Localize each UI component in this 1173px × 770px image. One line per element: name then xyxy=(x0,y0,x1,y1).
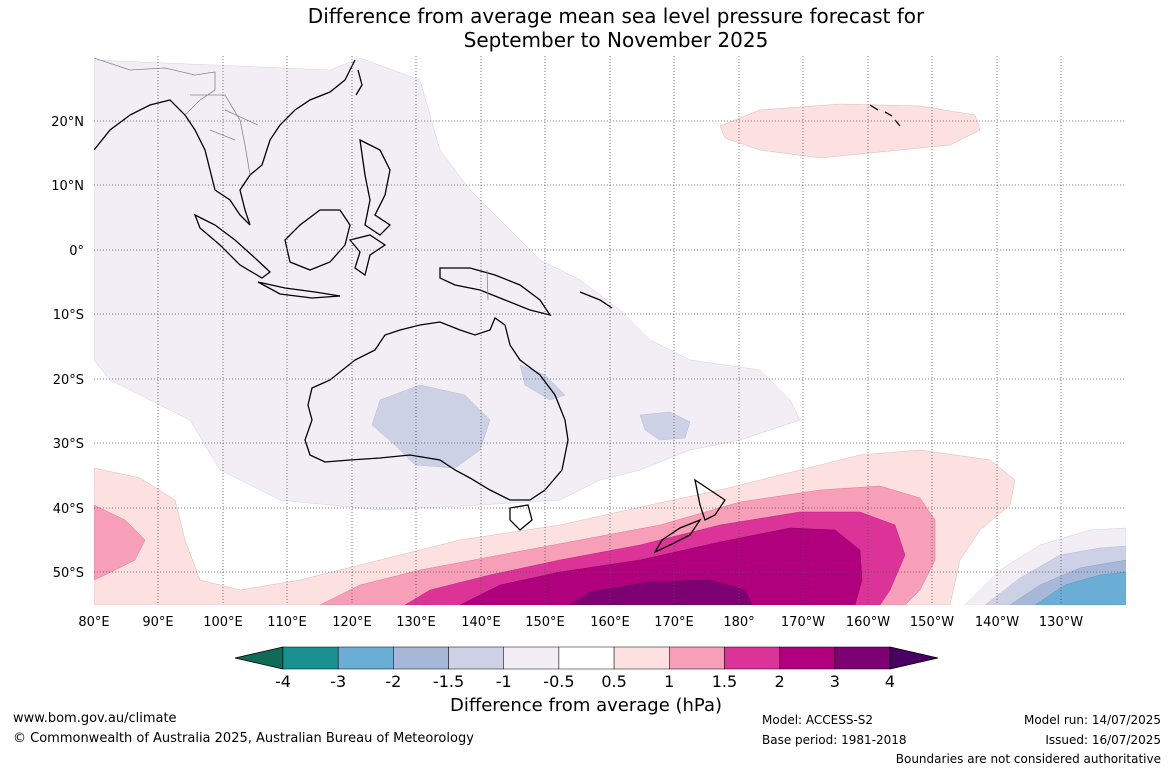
mainland-asia-coastline xyxy=(94,59,356,226)
colorbar-tick-label: -4 xyxy=(275,672,291,691)
colorbar-segment xyxy=(724,646,780,670)
latitude-labels: 20°N 10°N 0° 10°S 20°S 30°S 40°S 50°S xyxy=(51,115,84,581)
footer-model-run: Model run: 14/07/2025 xyxy=(1023,713,1161,727)
map-title: Difference from average mean sea level p… xyxy=(0,4,1173,52)
png-border xyxy=(486,269,489,301)
footer-issued: Issued: 16/07/2025 xyxy=(1045,733,1161,747)
graticule xyxy=(94,56,1126,605)
colorbar-tick-label: 0.5 xyxy=(601,672,626,691)
colorbar-tick-label: 4 xyxy=(885,672,895,691)
colorbar-left-arrow xyxy=(234,646,284,670)
lon-label: 180° xyxy=(723,615,754,630)
lon-label: 160°E xyxy=(590,615,630,630)
anomaly-region-negative-mid-tasman xyxy=(639,411,691,441)
title-line-1: Difference from average mean sea level p… xyxy=(307,4,925,28)
colorbar-tick-label: -3 xyxy=(330,672,346,691)
colorbar-tick-label: 1.5 xyxy=(712,672,737,691)
borneo-coastline xyxy=(284,209,351,271)
colorbar-segment xyxy=(613,646,670,670)
lat-label: 10°N xyxy=(51,179,84,194)
lon-label: 150°W xyxy=(910,615,954,630)
lat-label: 30°S xyxy=(53,437,84,452)
lon-label: 150°E xyxy=(525,615,565,630)
footer-model: Model: ACCESS-S2 xyxy=(762,713,874,727)
lon-label: 140°W xyxy=(975,615,1019,630)
colorbar-segment xyxy=(337,646,394,670)
colorbar-tick-label: -0.5 xyxy=(543,672,574,691)
colorbar-tick-label: 3 xyxy=(830,672,840,691)
lon-label: 110°E xyxy=(267,615,307,630)
title-line-2: September to November 2025 xyxy=(463,28,769,52)
new-zealand-north-island-coastline xyxy=(694,478,726,521)
australia-coastline xyxy=(304,317,569,501)
footer-copyright: © Commonwealth of Australia 2025, Austra… xyxy=(13,731,474,746)
colorbar-tick-label: -2 xyxy=(385,672,401,691)
country-borders xyxy=(94,57,489,301)
lon-label: 130°E xyxy=(396,615,436,630)
colorbar-segment xyxy=(282,646,339,670)
anomaly-region-negative-southeast-strong xyxy=(1034,571,1126,605)
longitude-labels: 80°E 90°E 100°E 110°E 120°E 130°E 140°E … xyxy=(78,615,1083,630)
colorbar-tick-labels: -4 -3 -2 -1.5 -1 -0.5 0.5 1 1.5 2 3 4 xyxy=(275,672,895,691)
philippines-coastline xyxy=(359,138,392,236)
lat-label: 20°S xyxy=(53,373,84,388)
lat-label: 10°S xyxy=(53,308,84,323)
anomaly-region-positive-north-pacific xyxy=(719,103,981,159)
pressure-anomaly-layer xyxy=(94,57,1126,605)
colorbar-tick-label: -1 xyxy=(496,672,512,691)
colorbar-tick-label: 2 xyxy=(775,672,785,691)
colorbar-segment xyxy=(834,646,891,670)
colorbar-segment xyxy=(669,646,725,670)
anomaly-region-positive-south-medium xyxy=(94,504,146,581)
lat-label: 0° xyxy=(69,244,84,259)
lon-label: 170°W xyxy=(781,615,825,630)
colorbar-segment xyxy=(448,646,504,670)
new-guinea-coastline xyxy=(439,267,552,317)
anomaly-region-positive-south-max xyxy=(569,579,753,605)
asia-borders xyxy=(94,57,259,176)
lon-label: 140°E xyxy=(461,615,501,630)
colorbar-title: Difference from average (hPa) xyxy=(449,695,723,716)
taiwan-coastline xyxy=(355,69,363,96)
anomaly-region-negative-mid-australia xyxy=(371,384,491,469)
tasmania-coastline xyxy=(509,504,533,531)
footer-disclaimer: Boundaries are not considered authoritat… xyxy=(895,752,1161,766)
lon-label: 100°E xyxy=(203,615,243,630)
colorbar-segment xyxy=(503,646,560,670)
sumatra-coastline xyxy=(193,213,272,279)
java-coastline xyxy=(257,281,341,299)
lon-label: 160°W xyxy=(846,615,890,630)
colorbar-tick-label: -1.5 xyxy=(433,672,464,691)
colorbar-segments xyxy=(282,646,891,670)
colorbar-segment xyxy=(393,646,449,670)
lon-label: 130°W xyxy=(1039,615,1083,630)
anomaly-region-negative-mid-east-coast xyxy=(519,364,566,401)
colorbar: -4 -3 -2 -1.5 -1 -0.5 0.5 1 1.5 2 3 4 xyxy=(234,646,939,691)
anomaly-region-positive-south-stronger xyxy=(459,527,863,605)
lat-label: 50°S xyxy=(53,566,84,581)
colorbar-segment xyxy=(558,646,615,670)
lon-label: 170°E xyxy=(654,615,694,630)
lon-label: 80°E xyxy=(78,615,109,630)
new-zealand-south-island-coastline xyxy=(653,518,702,554)
colorbar-segment xyxy=(779,646,836,670)
lon-label: 120°E xyxy=(332,615,372,630)
anomaly-region-negative-light xyxy=(94,57,801,511)
colorbar-right-arrow xyxy=(889,646,939,670)
solomon-islands-coastline xyxy=(579,291,613,309)
lat-label: 40°S xyxy=(53,502,84,517)
coastlines xyxy=(94,59,901,554)
footer-base-period: Base period: 1981-2018 xyxy=(762,733,907,747)
footer-url[interactable]: www.bom.gov.au/climate xyxy=(13,711,177,726)
colorbar-tick-label: 1 xyxy=(664,672,674,691)
sulawesi-coastline xyxy=(348,234,387,277)
lat-label: 20°N xyxy=(51,115,84,130)
lon-label: 90°E xyxy=(142,615,173,630)
